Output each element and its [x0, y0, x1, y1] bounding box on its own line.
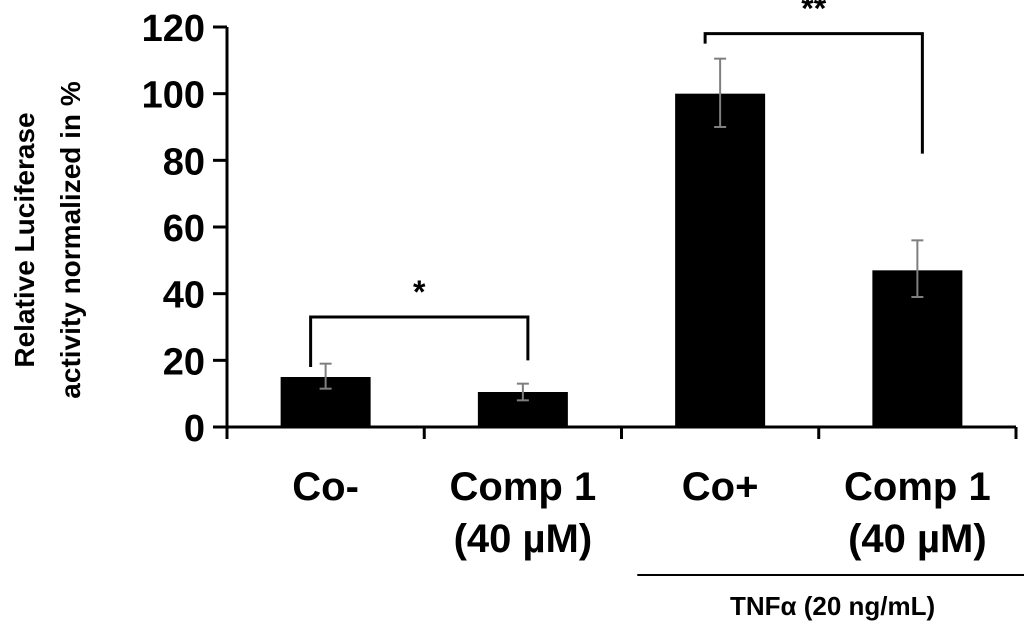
y-tick-label: 20: [163, 341, 205, 383]
significance-brackets: ***: [309, 0, 924, 367]
x-axis-labels: Co- Comp 1 (40 µM) Co+ Comp 1 (40 µM): [292, 465, 990, 561]
y-tick-label: 40: [163, 275, 205, 317]
treatment-group-label: TNFα (20 ng/mL): [730, 591, 935, 621]
y-tick-label: 0: [184, 408, 205, 450]
x-tick-label-line2: (40 µM): [454, 517, 593, 561]
significance-label: **: [801, 0, 826, 27]
x-tick-label: Co-: [292, 465, 359, 509]
y-tick-label: 80: [163, 141, 205, 183]
significance-bracket: [703, 32, 924, 154]
x-tick-label: Co+: [682, 465, 759, 509]
x-axis-ticks: [225, 427, 1018, 439]
treatment-group: TNFα (20 ng/mL): [637, 574, 1024, 621]
y-axis-label: Relative Luciferase activity normalized …: [9, 81, 86, 399]
x-tick-label: Comp 1: [450, 465, 597, 509]
x-tick-label-line2: (40 µM): [848, 517, 987, 561]
bar: [675, 93, 766, 428]
significance-bracket: [309, 315, 530, 367]
y-axis-ticks: 0 20 40 60 80 100 120: [142, 8, 227, 450]
significance-label: *: [413, 274, 426, 310]
bars: [280, 93, 963, 428]
y-axis-label-line2: activity normalized in %: [55, 81, 86, 399]
y-tick-label: 120: [142, 8, 205, 50]
x-tick-label: Comp 1: [844, 465, 991, 509]
error-bars: [319, 57, 924, 402]
y-tick-label: 100: [142, 75, 205, 117]
y-axis-label-line1: Relative Luciferase: [9, 112, 40, 367]
y-tick-label: 60: [163, 208, 205, 250]
